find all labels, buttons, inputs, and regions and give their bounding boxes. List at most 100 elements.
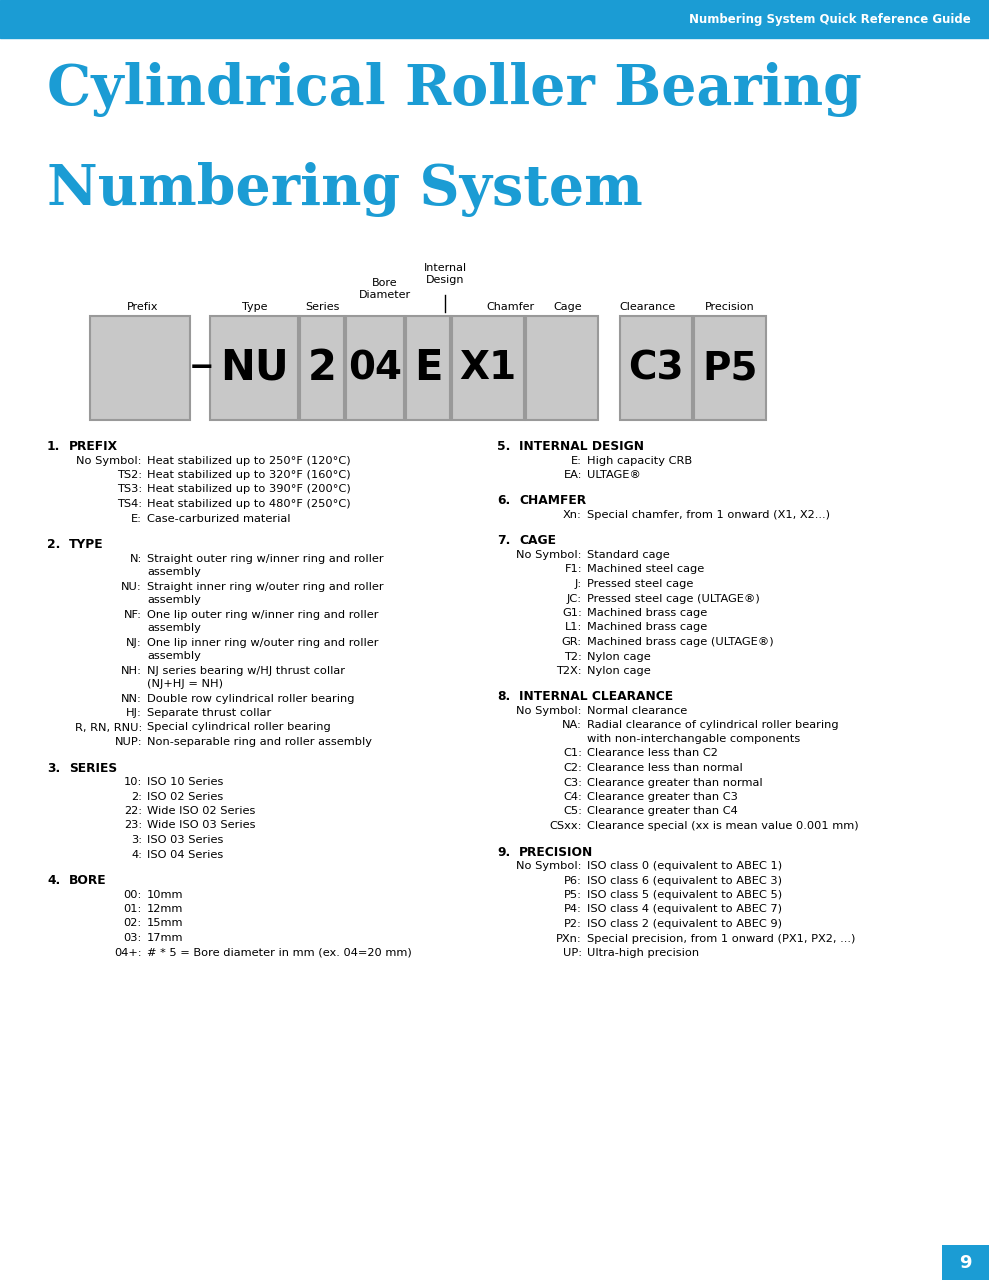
Text: PREFIX: PREFIX [69, 440, 118, 453]
Bar [0, 0, 989, 38]
Text: 22:: 22: [124, 806, 142, 817]
Text: 2: 2 [308, 347, 336, 389]
Text: Clearance greater than C3: Clearance greater than C3 [587, 792, 738, 803]
Text: Pressed steel cage (ULTAGE®): Pressed steel cage (ULTAGE®) [587, 594, 760, 603]
Text: TS3:: TS3: [117, 485, 142, 494]
Text: P5:: P5: [564, 890, 582, 900]
Text: Straight outer ring w/inner ring and roller: Straight outer ring w/inner ring and rol… [147, 553, 384, 563]
Text: Numbering System: Numbering System [47, 163, 643, 218]
Text: 12mm: 12mm [147, 904, 183, 914]
Text: C3:: C3: [563, 777, 582, 787]
Text: INTERNAL CLEARANCE: INTERNAL CLEARANCE [519, 690, 674, 704]
Text: assembly: assembly [147, 567, 201, 577]
Text: Chamfer: Chamfer [486, 302, 534, 312]
Text: 01:: 01: [124, 904, 142, 914]
Text: 4:: 4: [131, 850, 142, 859]
Text: C1:: C1: [563, 749, 582, 759]
Text: NN:: NN: [121, 694, 142, 704]
Text: G1:: G1: [562, 608, 582, 618]
Text: 03:: 03: [124, 933, 142, 943]
Text: High capacity CRB: High capacity CRB [587, 456, 692, 466]
Text: Heat stabilized up to 250°F (120°C): Heat stabilized up to 250°F (120°C) [147, 456, 351, 466]
Text: One lip outer ring w/inner ring and roller: One lip outer ring w/inner ring and roll… [147, 609, 379, 620]
Text: Nylon cage: Nylon cage [587, 652, 651, 662]
Text: PRECISION: PRECISION [519, 846, 593, 859]
Text: Clearance greater than normal: Clearance greater than normal [587, 777, 763, 787]
Bar [620, 316, 692, 420]
Text: 1.: 1. [47, 440, 60, 453]
Text: Precision: Precision [705, 302, 755, 312]
Text: Wide ISO 03 Series: Wide ISO 03 Series [147, 820, 255, 831]
Text: 15mm: 15mm [147, 919, 184, 928]
Text: Ultra-high precision: Ultra-high precision [587, 948, 699, 957]
Text: C2:: C2: [563, 763, 582, 773]
Text: # * 5 = Bore diameter in mm (ex. 04=20 mm): # * 5 = Bore diameter in mm (ex. 04=20 m… [147, 947, 411, 957]
Text: NJ series bearing w/HJ thrust collar: NJ series bearing w/HJ thrust collar [147, 666, 345, 676]
Text: Cylindrical Roller Bearing: Cylindrical Roller Bearing [47, 61, 861, 116]
Text: CAGE: CAGE [519, 535, 556, 548]
Text: NUP:: NUP: [115, 737, 142, 748]
Bar [90, 316, 190, 420]
Text: Heat stabilized up to 480°F (250°C): Heat stabilized up to 480°F (250°C) [147, 499, 351, 509]
Text: 5.: 5. [497, 440, 510, 453]
Text: No Symbol:: No Symbol: [516, 861, 582, 870]
Text: One lip inner ring w/outer ring and roller: One lip inner ring w/outer ring and roll… [147, 637, 379, 648]
Text: ISO class 4 (equivalent to ABEC 7): ISO class 4 (equivalent to ABEC 7) [587, 905, 782, 914]
Text: Numbering System Quick Reference Guide: Numbering System Quick Reference Guide [689, 13, 971, 26]
Text: 3.: 3. [47, 762, 60, 774]
Text: EA:: EA: [564, 470, 582, 480]
Text: 8.: 8. [497, 690, 510, 704]
Text: 00:: 00: [124, 890, 142, 900]
Text: E: E [413, 347, 442, 389]
Text: Double row cylindrical roller bearing: Double row cylindrical roller bearing [147, 694, 354, 704]
Text: ISO class 6 (equivalent to ABEC 3): ISO class 6 (equivalent to ABEC 3) [587, 876, 782, 886]
Text: Clearance less than normal: Clearance less than normal [587, 763, 743, 773]
Text: 02:: 02: [124, 919, 142, 928]
Text: R, RN, RNU:: R, RN, RNU: [74, 722, 142, 732]
Bar [452, 316, 524, 420]
Text: 17mm: 17mm [147, 933, 184, 943]
Text: Special chamfer, from 1 onward (X1, X2...): Special chamfer, from 1 onward (X1, X2..… [587, 509, 830, 520]
Text: Heat stabilized up to 390°F (200°C): Heat stabilized up to 390°F (200°C) [147, 485, 351, 494]
Text: Nylon cage: Nylon cage [587, 666, 651, 676]
Text: X1: X1 [460, 349, 516, 387]
Text: Bore
Diameter: Bore Diameter [359, 278, 411, 300]
Text: J:: J: [575, 579, 582, 589]
Text: Straight inner ring w/outer ring and roller: Straight inner ring w/outer ring and rol… [147, 581, 384, 591]
Bar [300, 316, 344, 420]
Text: ISO 04 Series: ISO 04 Series [147, 850, 224, 859]
Text: −: − [189, 353, 215, 383]
Text: CHAMFER: CHAMFER [519, 494, 586, 507]
Text: Clearance special (xx is mean value 0.001 mm): Clearance special (xx is mean value 0.00… [587, 820, 858, 831]
Text: 4.: 4. [47, 874, 60, 887]
Text: C4:: C4: [563, 792, 582, 803]
Text: UP:: UP: [563, 948, 582, 957]
Bar [346, 316, 404, 420]
Text: 04: 04 [348, 349, 402, 387]
Text: ISO 02 Series: ISO 02 Series [147, 791, 224, 801]
Text: (NJ+HJ = NH): (NJ+HJ = NH) [147, 678, 223, 689]
Text: PXn:: PXn: [556, 933, 582, 943]
Text: CSxx:: CSxx: [550, 820, 582, 831]
Text: No Symbol:: No Symbol: [516, 550, 582, 561]
Text: E:: E: [131, 513, 142, 524]
Text: C3: C3 [628, 349, 683, 387]
Text: SERIES: SERIES [69, 762, 117, 774]
Text: assembly: assembly [147, 595, 201, 605]
Text: Type: Type [242, 302, 268, 312]
Text: HJ:: HJ: [127, 708, 142, 718]
Text: Internal
Design: Internal Design [423, 262, 467, 284]
Text: INTERNAL DESIGN: INTERNAL DESIGN [519, 440, 644, 453]
Text: E:: E: [571, 456, 582, 466]
Text: 04+:: 04+: [115, 947, 142, 957]
Text: TYPE: TYPE [69, 538, 104, 550]
Text: TS4:: TS4: [117, 499, 142, 509]
Bar [210, 316, 298, 420]
Text: ULTAGE®: ULTAGE® [587, 470, 641, 480]
Text: 2:: 2: [131, 791, 142, 801]
Text: P4:: P4: [564, 905, 582, 914]
Text: No Symbol:: No Symbol: [76, 456, 142, 466]
Text: N:: N: [130, 553, 142, 563]
Text: ISO class 0 (equivalent to ABEC 1): ISO class 0 (equivalent to ABEC 1) [587, 861, 782, 870]
Text: Case-carburized material: Case-carburized material [147, 513, 291, 524]
